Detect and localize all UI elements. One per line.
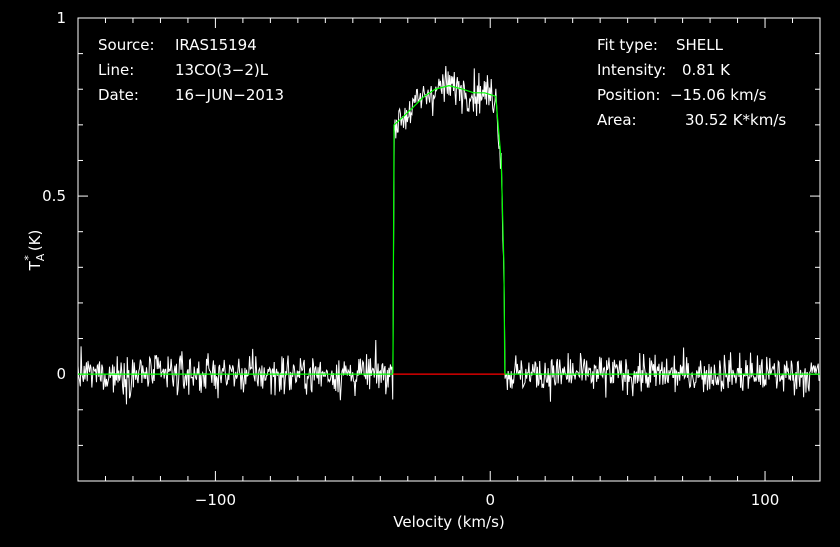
series-layer: [77, 66, 821, 405]
info-right: Fit type: SHELL Intensity: 0.81 K Positi…: [597, 36, 786, 129]
x-axis-label: Velocity (km/s): [393, 513, 504, 531]
line-label: Line:: [98, 61, 134, 79]
area-label: Area:: [597, 111, 637, 129]
y-axis-label-sup: *: [22, 255, 35, 261]
intensity-label: Intensity:: [597, 61, 666, 79]
date-value: 16−JUN−2013: [175, 86, 284, 104]
spectrum-line: [77, 66, 821, 405]
x-tick-label: 0: [485, 491, 495, 509]
y-axis-label-unit: (K): [26, 230, 44, 252]
info-left: Source: IRAS15194 Line: 13CO(3−2)L Date:…: [98, 36, 284, 104]
y-tick-label: 1: [56, 9, 66, 27]
position-value: −15.06 km/s: [670, 86, 767, 104]
y-axis-label-main: T: [26, 260, 44, 271]
tick-marks: [77, 17, 821, 481]
y-axis-label: TA* (K): [22, 230, 47, 272]
x-tick-label: −100: [195, 491, 236, 509]
y-tick-label: 0.5: [42, 187, 66, 205]
date-label: Date:: [98, 86, 139, 104]
plot-frame: [77, 17, 821, 482]
y-tick-label: 0: [56, 365, 66, 383]
position-label: Position:: [597, 86, 660, 104]
tick-labels: −100 0 100 0 0.5 1: [42, 9, 779, 509]
x-tick-label: 100: [751, 491, 780, 509]
source-value: IRAS15194: [175, 36, 257, 54]
intensity-value: 0.81 K: [682, 61, 731, 79]
line-value: 13CO(3−2)L: [175, 61, 269, 79]
fit-line: [78, 85, 820, 375]
source-label: Source:: [98, 36, 155, 54]
y-axis-label-sub: A: [34, 253, 47, 261]
fit-type-label: Fit type:: [597, 36, 658, 54]
fit-type-value: SHELL: [676, 36, 724, 54]
area-value: 30.52 K*km/s: [685, 111, 786, 129]
